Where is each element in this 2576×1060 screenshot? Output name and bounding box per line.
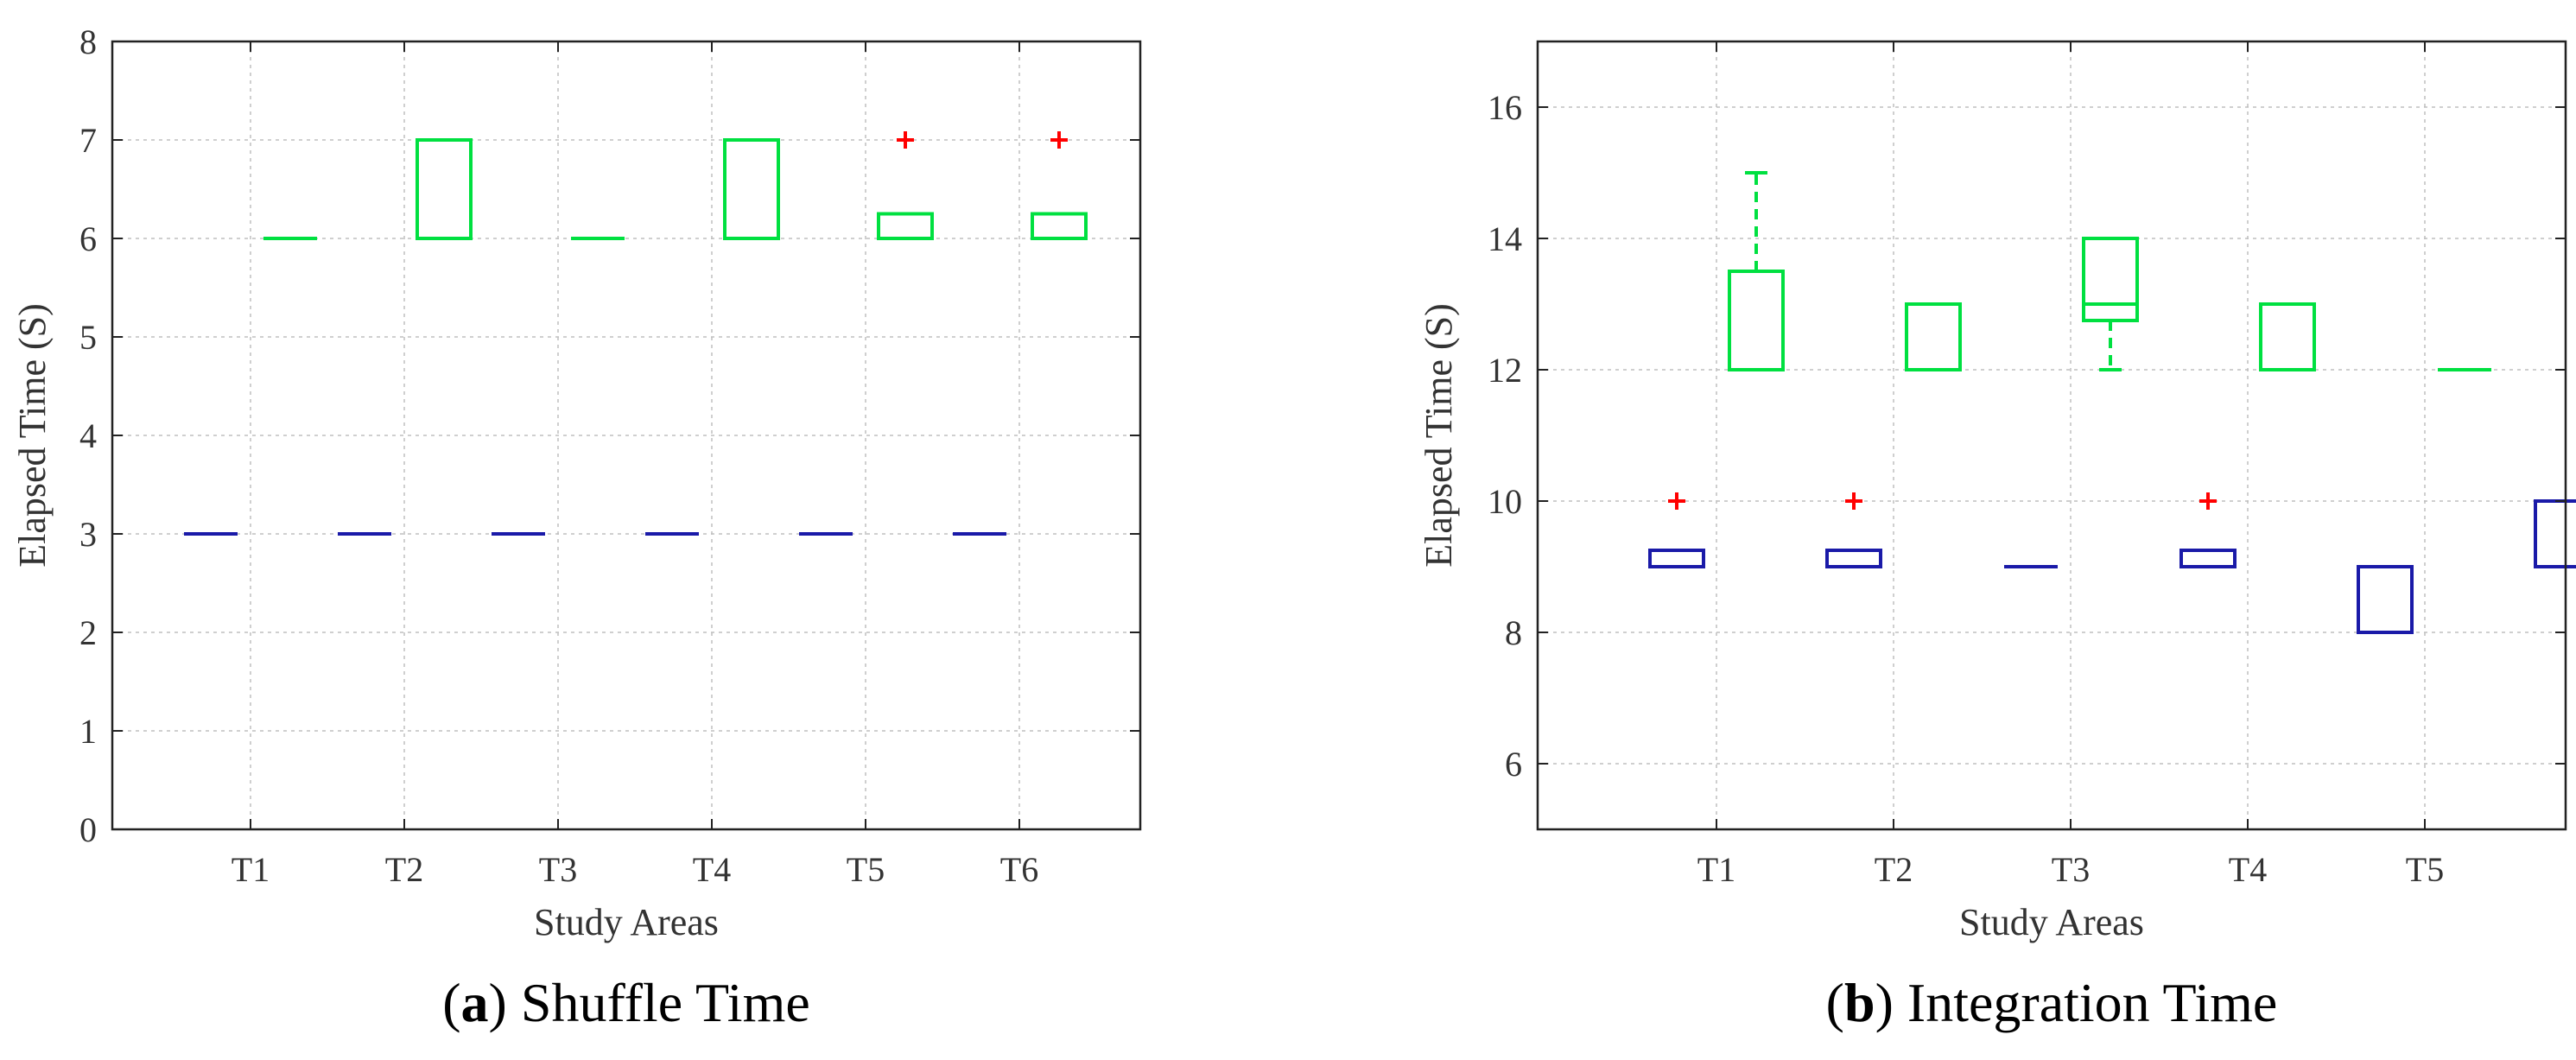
- outlier-marker-T6: [1050, 131, 1068, 149]
- box-upper-T6: [1031, 212, 1088, 240]
- box-upper-T5: [877, 212, 934, 240]
- caption-a: (a) Shuffle Time: [442, 972, 810, 1033]
- plot-area-b: [1538, 41, 2566, 829]
- y-tick-label: 5: [79, 318, 97, 357]
- y-tick-label: 8: [1505, 613, 1522, 652]
- x-ticks-a: T1 T2 T3 T4 T5 T6: [232, 41, 1038, 889]
- x-tick-label: T1: [232, 850, 270, 889]
- x-tick-label: T5: [2406, 850, 2444, 889]
- x-tick-label: T1: [1697, 850, 1735, 889]
- plot-frame-b: [1536, 40, 2567, 831]
- y-tick-label: 16: [1488, 88, 1522, 127]
- x-tick-label: T4: [693, 850, 731, 889]
- y-tick-label: 0: [79, 810, 97, 849]
- y-ticks-a: 0 1 2 3 4 5 6 7 8: [79, 22, 1140, 849]
- x-tick-label: T6: [1000, 850, 1038, 889]
- y-tick-label: 1: [79, 712, 97, 751]
- x-tick-label: T3: [539, 850, 577, 889]
- y-tick-label: 6: [79, 219, 97, 258]
- box-upper-T2: [1905, 302, 1962, 371]
- y-tick-label: 12: [1488, 351, 1522, 390]
- marks-a: [184, 131, 1088, 536]
- box-upper-T4: [723, 138, 780, 240]
- outlier-marker-T1: [1668, 492, 1685, 510]
- marks-b: [1648, 171, 2576, 634]
- y-tick-label: 10: [1488, 482, 1522, 521]
- y-tick-label: 2: [79, 613, 97, 652]
- box-upper-T4: [2259, 302, 2316, 371]
- x-tick-label: T2: [385, 850, 423, 889]
- grid-a: [112, 41, 1140, 829]
- caption-b: (b) Integration Time: [1826, 972, 2278, 1033]
- x-tick-label: T3: [2052, 850, 2090, 889]
- y-ticks-b: 6 8 10 12 14 16: [1488, 88, 2566, 784]
- box-lower-T5: [2357, 565, 2414, 634]
- y-axis-label-a: Elapsed Time (S): [11, 303, 54, 568]
- y-tick-label: 7: [79, 121, 97, 160]
- y-axis-label-b: Elapsed Time (S): [1418, 303, 1460, 568]
- y-tick-label: 8: [79, 22, 97, 61]
- outlier-marker-T2: [1845, 492, 1862, 510]
- outlier-marker-T5: [897, 131, 914, 149]
- x-axis-label-b: Study Areas: [1959, 901, 2144, 943]
- x-tick-label: T2: [1875, 850, 1913, 889]
- x-axis-label-a: Study Areas: [534, 901, 719, 943]
- outlier-marker-T4: [2199, 492, 2217, 510]
- y-tick-label: 3: [79, 515, 97, 554]
- x-tick-label: T5: [847, 850, 885, 889]
- box-lower-T4: [2179, 549, 2237, 568]
- y-tick-label: 14: [1488, 219, 1522, 258]
- box-lower-T1: [1648, 549, 1705, 568]
- box-lower-T2: [1825, 549, 1882, 568]
- y-tick-label: 4: [79, 416, 97, 455]
- x-tick-label: T4: [2229, 850, 2267, 889]
- y-tick-label: 6: [1505, 745, 1522, 784]
- box-upper-T2: [416, 138, 473, 240]
